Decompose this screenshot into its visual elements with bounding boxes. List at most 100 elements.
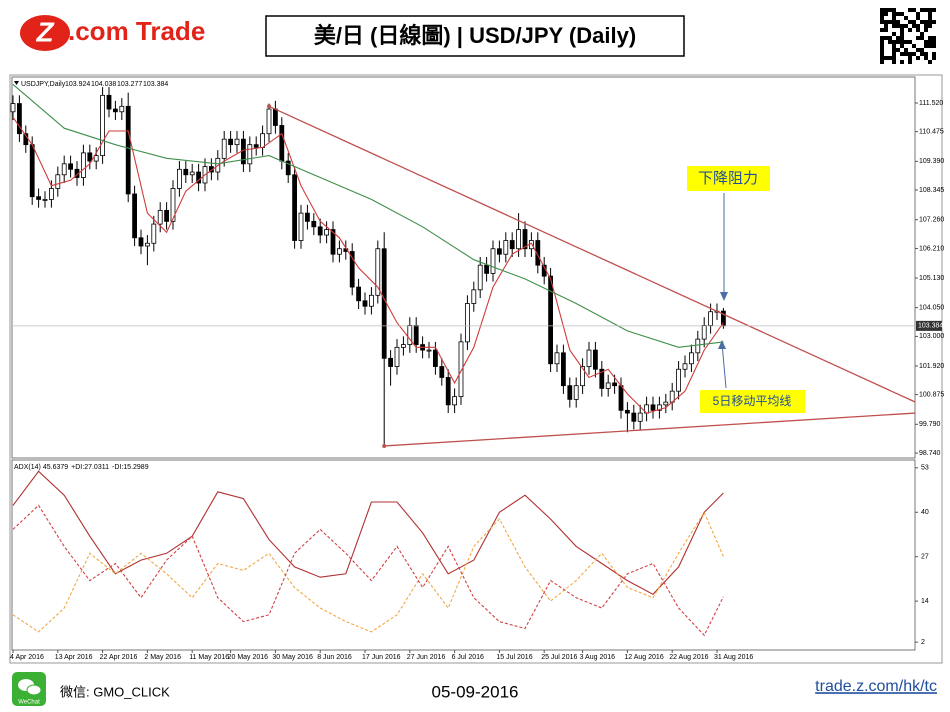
candle-body: [586, 349, 592, 367]
y-tick-label: 106.210: [919, 245, 944, 252]
legend-name: -DI:: [112, 464, 123, 471]
trendline: [384, 412, 916, 447]
qr-cell: [924, 56, 928, 60]
candle-body: [509, 240, 515, 250]
price-marker: 103.384: [918, 323, 943, 330]
candle-body: [106, 94, 112, 110]
qr-cell: [900, 44, 904, 48]
qr-cell: [920, 48, 924, 52]
candle-body: [657, 404, 662, 411]
candle-body: [36, 196, 41, 200]
candle-body: [445, 377, 451, 406]
qr-cell: [924, 52, 928, 56]
qr-cell: [892, 52, 896, 56]
qr-cell: [916, 12, 920, 16]
x-tick-label: 20 May 2016: [228, 654, 269, 661]
qr-cell: [908, 20, 912, 24]
wechat-bubble: [26, 684, 42, 696]
trendline-anchor: [267, 104, 271, 109]
candle-body: [612, 382, 617, 387]
wechat-label: 微信: GMO_CLICK: [60, 684, 170, 699]
adx-panel: [11, 459, 916, 651]
candle-body: [189, 171, 195, 176]
candle-body: [439, 366, 445, 378]
y-tick-label: 14: [921, 598, 929, 605]
series-line: [12, 83, 724, 348]
x-tick-label: 30 May 2016: [272, 654, 313, 661]
candle-body: [330, 229, 336, 255]
qr-cell: [892, 8, 896, 12]
qr-cell: [892, 40, 896, 44]
qr-cell: [900, 24, 904, 28]
qr-cell: [920, 52, 924, 56]
candle-body: [682, 363, 688, 370]
candle-body: [701, 325, 707, 340]
qr-cell: [924, 44, 928, 48]
candle-body: [317, 226, 323, 236]
qr-cell: [924, 28, 928, 32]
ohlc-close: 103.384: [143, 81, 168, 88]
candle-body: [253, 144, 259, 148]
candle-body: [388, 357, 394, 367]
candle-body: [375, 248, 381, 296]
qr-cell: [904, 48, 908, 52]
qr-cell: [896, 48, 900, 52]
y-tick-label: 40: [921, 509, 929, 516]
x-tick-label: 31 Aug 2016: [714, 654, 753, 661]
qr-cell: [900, 40, 904, 44]
trendline-anchor: [382, 443, 387, 448]
candle-body: [464, 303, 470, 343]
candle-body: [650, 404, 656, 411]
x-tick-label: 11 May 2016: [189, 654, 229, 661]
y-tick-label: 101.920: [919, 363, 944, 370]
candle-body: [599, 368, 605, 389]
candle-body: [144, 242, 150, 247]
candle-body: [637, 412, 643, 422]
qr-cell: [932, 44, 936, 48]
qr-cell: [928, 40, 932, 44]
qr-cell: [900, 60, 904, 64]
candle-body: [496, 248, 502, 255]
qr-cell: [892, 56, 896, 60]
qr-cell: [932, 20, 936, 24]
candle-body: [477, 264, 483, 291]
series-line: [12, 116, 724, 414]
qr-cell: [896, 12, 900, 16]
qr-cell: [932, 8, 936, 12]
qr-cell: [888, 20, 892, 24]
candle-body: [151, 223, 157, 244]
candle-body: [394, 346, 400, 367]
url[interactable]: trade.z.com/hk/tc: [815, 678, 937, 695]
x-tick-label: 4 Apr 2016: [10, 654, 44, 661]
series-line: [12, 470, 724, 595]
annotation-box: [687, 166, 770, 191]
x-tick-label: 13 Apr 2016: [55, 654, 93, 661]
annotation-arrow: [721, 342, 727, 389]
candle-body: [381, 248, 387, 359]
qr-cell: [924, 24, 928, 28]
qr-cell: [916, 56, 920, 60]
x-tick-label: 17 Jun 2016: [362, 654, 401, 661]
price-marker-bg: [916, 320, 942, 331]
candle-body: [221, 138, 227, 159]
price-panel: [11, 76, 916, 459]
ohlc-high: 104.038: [91, 81, 116, 88]
y-tick-label: 108.345: [919, 187, 944, 194]
x-tick-label: 8 Jun 2016: [317, 654, 352, 661]
candle-body: [279, 125, 285, 162]
candle-body: [138, 237, 144, 247]
candle-body: [695, 338, 701, 354]
logo-mark: [20, 15, 70, 51]
candle-body: [49, 188, 54, 200]
y-tick-label: 98.740: [919, 450, 941, 457]
qr-cell: [920, 8, 924, 12]
arrow-head: [720, 292, 728, 301]
y-tick-label: 110.475: [919, 128, 944, 135]
qr-cell: [908, 28, 912, 32]
qr-cell: [920, 32, 924, 36]
candle-body: [87, 152, 93, 162]
qr-cell: [900, 52, 904, 56]
trendline: [268, 105, 916, 403]
qr-cell: [884, 12, 888, 16]
logo-z: Z: [35, 16, 54, 47]
